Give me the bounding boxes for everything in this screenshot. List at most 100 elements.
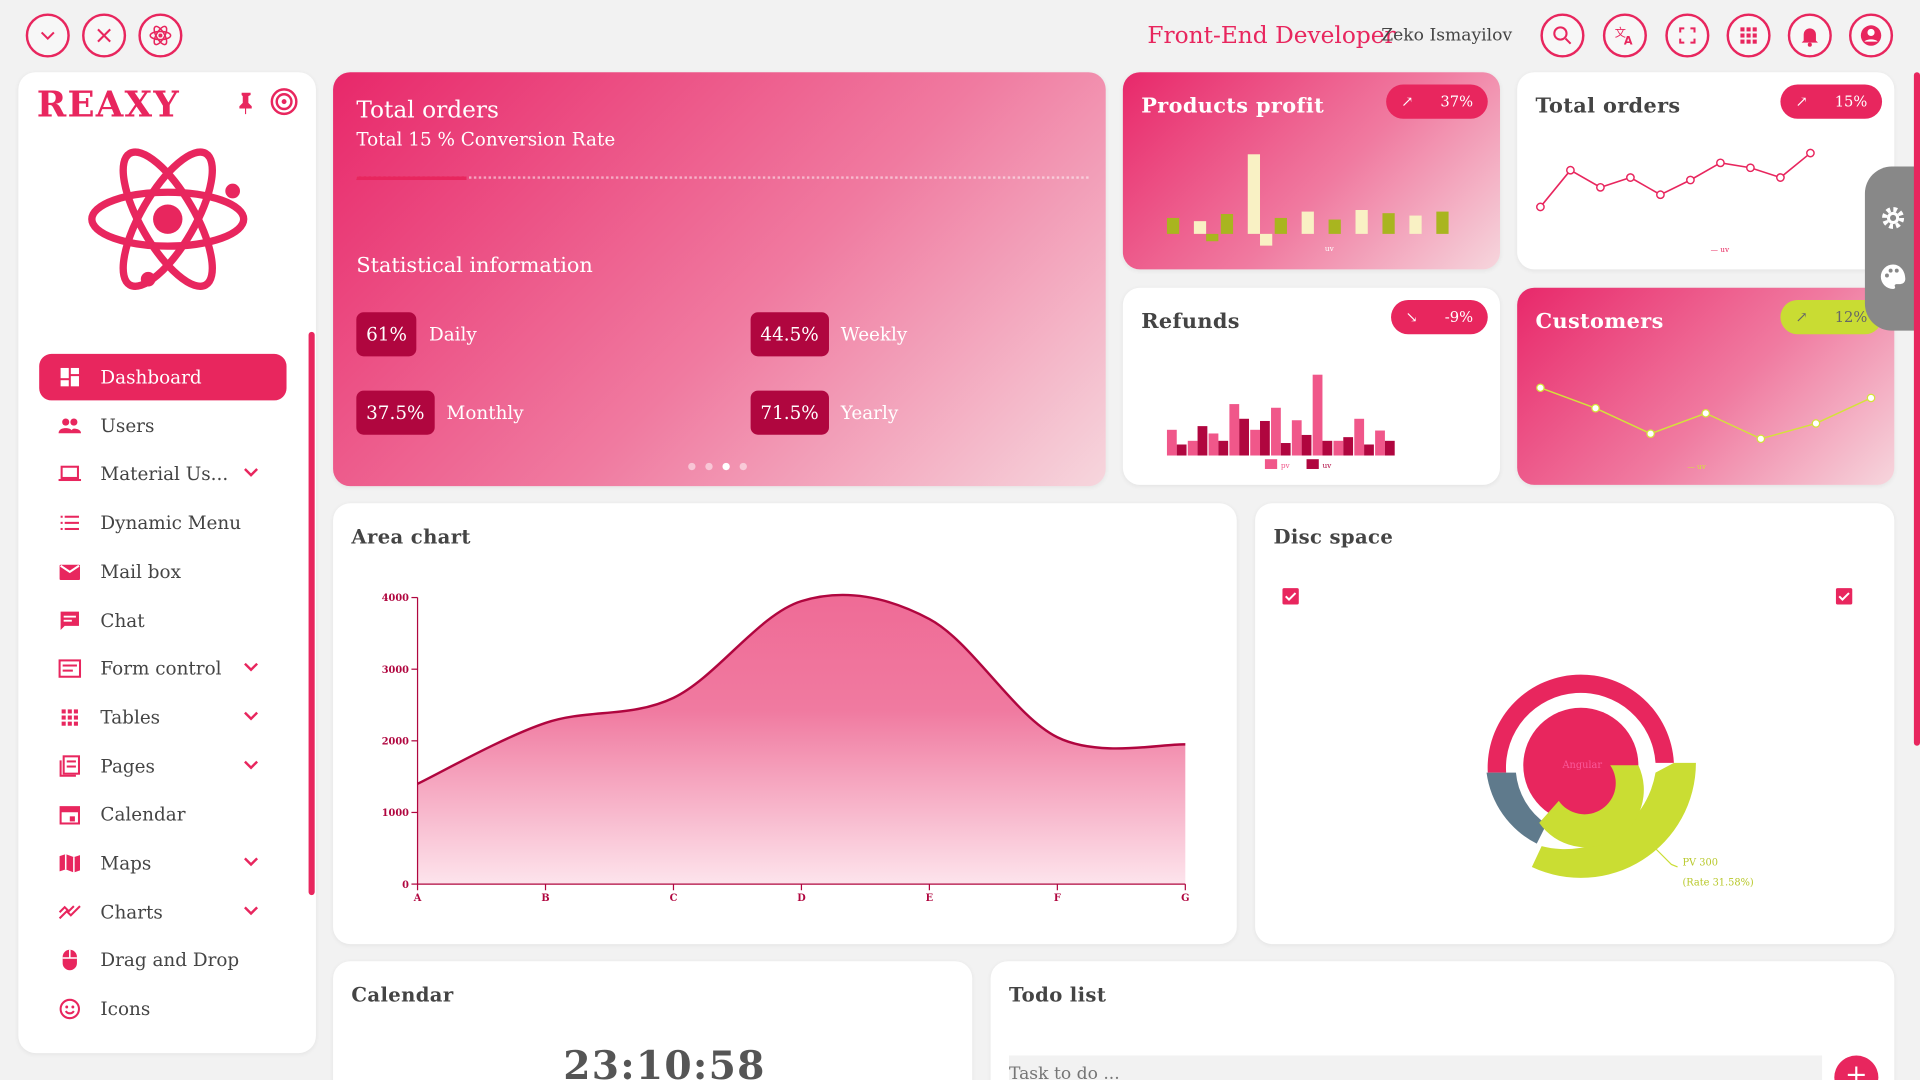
sidebar-item-form-control[interactable]: Form control xyxy=(39,646,286,693)
sidebar-item-label: Dynamic Menu xyxy=(100,511,242,534)
fullscreen-icon xyxy=(1679,27,1696,44)
legend-uv-swatch xyxy=(1306,459,1319,469)
sidebar-item-label: Users xyxy=(100,414,155,437)
y-tick-label: 3000 xyxy=(382,665,409,676)
sidebar-item-maps[interactable]: Maps xyxy=(39,840,286,887)
orders-point xyxy=(1566,165,1575,175)
card-title: Area chart xyxy=(351,525,471,549)
chevron-down-icon[interactable] xyxy=(242,759,259,771)
stat-value: 44.5% xyxy=(750,312,829,357)
sidebar-item-icons[interactable]: Icons xyxy=(39,986,286,1033)
stat-value: 71.5% xyxy=(750,390,829,435)
disc-segment-blue xyxy=(1486,772,1547,844)
sidebar-item-charts[interactable]: Charts xyxy=(39,889,286,936)
sidebar-item-dynamic-menu[interactable]: Dynamic Menu xyxy=(39,500,286,547)
chevron-down-icon[interactable] xyxy=(242,661,259,673)
sidebar-item-label: Maps xyxy=(100,852,152,875)
pin-icon[interactable] xyxy=(233,89,260,116)
chart-icon xyxy=(58,900,82,924)
chevron-down-icon[interactable] xyxy=(242,467,259,479)
sidebar-item-drag-and-drop[interactable]: Drag and Drop xyxy=(39,937,286,984)
sidebar-item-dashboard[interactable]: Dashboard xyxy=(39,353,287,401)
profit-bar xyxy=(1166,217,1180,234)
carousel-dot[interactable] xyxy=(739,462,747,471)
atom-button[interactable] xyxy=(138,13,183,58)
close-button[interactable] xyxy=(82,13,127,58)
profit-bar xyxy=(1409,215,1422,234)
stat-label: Weekly xyxy=(840,323,908,346)
hero-title: Total orders xyxy=(356,96,499,124)
stat-yearly: 71.5% Yearly xyxy=(750,390,899,435)
stat-monthly: 37.5% Monthly xyxy=(356,390,524,435)
carousel-dots[interactable] xyxy=(688,462,747,471)
role-title: Front-End Developer xyxy=(1147,22,1396,49)
carousel-dot[interactable] xyxy=(705,462,713,471)
trend-up-icon: ↗ xyxy=(1401,93,1414,111)
svg-text:A: A xyxy=(1624,35,1633,48)
legend-uv: — uv xyxy=(1711,245,1730,254)
orders-point xyxy=(1536,202,1545,212)
carousel-dot[interactable] xyxy=(688,462,696,471)
area-fill xyxy=(417,594,1186,885)
chevron-down-icon[interactable] xyxy=(242,710,259,722)
apps-button[interactable] xyxy=(1726,13,1771,58)
carousel-dot[interactable] xyxy=(722,462,730,471)
sidebar-item-label: Material Us... xyxy=(100,463,229,486)
refund-bar-pv xyxy=(1375,430,1385,456)
card-title: Todo list xyxy=(1008,983,1107,1007)
sidebar-item-users[interactable]: Users xyxy=(39,402,286,449)
badge-value: 15% xyxy=(1834,93,1868,111)
todo-input[interactable] xyxy=(1008,1055,1823,1080)
refund-bar-pv xyxy=(1250,429,1261,456)
search-button[interactable] xyxy=(1540,13,1585,58)
sidebar-item-tables[interactable]: Tables xyxy=(39,694,286,741)
checkbox-checked-icon[interactable] xyxy=(1281,587,1301,607)
refund-bar-uv xyxy=(1260,420,1270,456)
add-todo-button[interactable]: + xyxy=(1834,1055,1879,1080)
orders-point xyxy=(1776,173,1785,182)
refund-bar-uv xyxy=(1239,418,1249,456)
target-icon[interactable] xyxy=(269,87,298,116)
calendar-icon xyxy=(58,802,82,826)
card-title: Calendar xyxy=(351,983,454,1007)
products-profit-chart: uv xyxy=(1166,154,1449,253)
area-chart-card: Area chart 4000 3000 2000 1000 0 A B C D E F G xyxy=(333,503,1237,945)
orders-point xyxy=(1656,190,1665,200)
chevron-down-icon[interactable] xyxy=(242,856,259,868)
fullscreen-button[interactable] xyxy=(1665,13,1710,58)
sidebar-item-calendar[interactable]: Calendar xyxy=(39,791,286,838)
stat-daily: 61% Daily xyxy=(356,312,477,357)
list-icon xyxy=(58,511,82,535)
trend-badge: ↗ 15% xyxy=(1780,84,1883,119)
account-button[interactable] xyxy=(1848,13,1894,58)
sidebar-scrollbar[interactable] xyxy=(308,331,315,896)
profit-bar xyxy=(1220,213,1234,234)
refund-bar-uv xyxy=(1218,440,1229,456)
page-scrollbar[interactable] xyxy=(1913,72,1920,746)
refunds-card: Refunds ↘ -9% pv uv xyxy=(1122,287,1501,485)
refund-bar-pv xyxy=(1166,429,1177,456)
chat-icon xyxy=(58,608,82,632)
stat-weekly: 44.5% Weekly xyxy=(750,312,908,357)
sidebar-item-mail-box[interactable]: Mail box xyxy=(39,548,286,595)
users-icon xyxy=(58,413,82,437)
notifications-button[interactable] xyxy=(1787,13,1832,58)
disc-note-pv: PV 300 xyxy=(1682,857,1718,869)
sidebar-item-chat[interactable]: Chat xyxy=(39,597,286,644)
checkbox-checked-icon[interactable] xyxy=(1834,587,1854,607)
refund-bar-uv xyxy=(1343,437,1354,456)
refunds-chart: pv uv xyxy=(1166,374,1395,470)
chevron-down-icon[interactable] xyxy=(242,905,259,917)
legend-pv: pv xyxy=(1281,461,1291,470)
customers-point xyxy=(1811,419,1821,428)
orders-point xyxy=(1686,175,1695,185)
profit-bar xyxy=(1355,210,1368,234)
palette-icon[interactable] xyxy=(1878,262,1907,291)
todo-card: Todo list + xyxy=(990,961,1895,1080)
stat-label: Yearly xyxy=(840,401,899,424)
gear-icon[interactable] xyxy=(1878,203,1907,232)
sidebar-item-pages[interactable]: Pages xyxy=(39,743,286,790)
collapse-button[interactable] xyxy=(25,13,70,58)
sidebar-item-material-us[interactable]: Material Us... xyxy=(39,451,286,498)
